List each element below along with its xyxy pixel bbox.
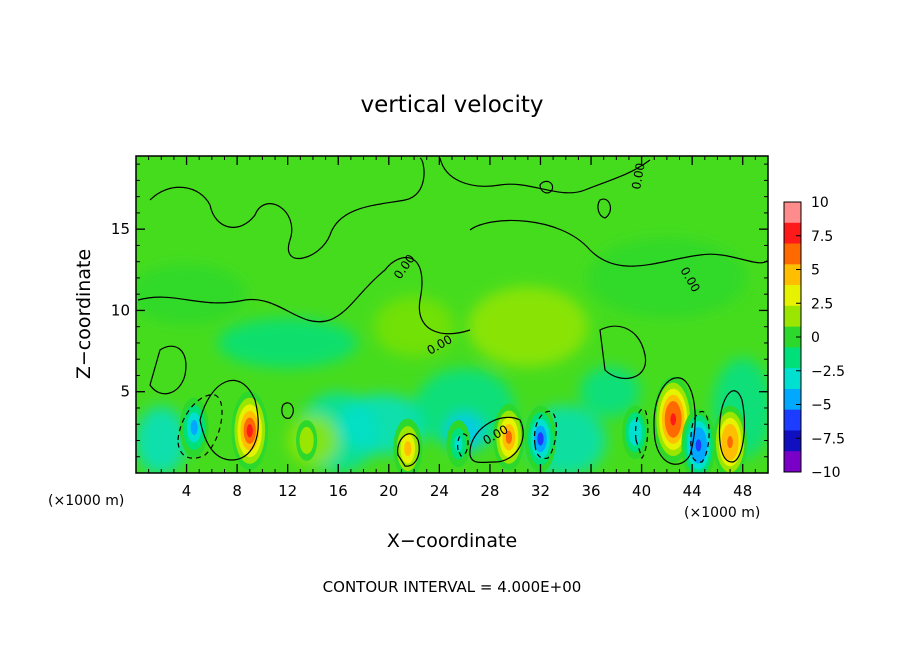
velocity-core bbox=[454, 435, 463, 452]
colorbar-segment bbox=[784, 347, 801, 369]
velocity-core bbox=[404, 441, 412, 457]
x-tick-label: 44 bbox=[683, 482, 702, 500]
contour-line bbox=[281, 402, 294, 419]
colorbar-segment bbox=[784, 222, 801, 245]
colorbar: 10 7.5 5 2.5 0 −2.5 −5 −7.5 −10 bbox=[783, 195, 845, 481]
y-axis: 5 10 15 bbox=[111, 163, 768, 458]
colorbar-tick-label: −10 bbox=[811, 465, 841, 481]
contour-line bbox=[397, 433, 420, 467]
colorbar-segment bbox=[784, 202, 801, 224]
field-blob bbox=[467, 286, 588, 367]
contour-line-negative bbox=[177, 394, 223, 459]
colorbar-tick-label: 2.5 bbox=[811, 296, 833, 312]
x-unit-label-right: (×1000 m) bbox=[684, 505, 760, 521]
colorbar-tick-label: 0 bbox=[811, 330, 820, 346]
x-tick-label: 8 bbox=[232, 482, 242, 500]
colorbar-segment bbox=[784, 451, 801, 473]
colorbar-segment bbox=[784, 243, 801, 265]
colorbar-segment bbox=[784, 409, 801, 431]
x-axis: 4 8 12 16 20 24 28 32 36 40 44 48 bbox=[148, 156, 756, 500]
contour-line bbox=[597, 198, 612, 219]
velocity-core bbox=[670, 413, 677, 426]
colorbar-segment bbox=[784, 264, 801, 286]
contour-line-negative bbox=[457, 433, 469, 457]
y-axis-label: Z−coordinate bbox=[73, 249, 95, 379]
x-tick-label: 40 bbox=[632, 482, 651, 500]
velocity-core bbox=[190, 419, 198, 435]
contour-lines bbox=[137, 157, 768, 467]
contour-line bbox=[539, 180, 554, 194]
velocity-core bbox=[727, 436, 733, 449]
contour-line bbox=[653, 377, 696, 465]
colorbar-segment bbox=[784, 305, 801, 328]
y-tick-label: 5 bbox=[120, 383, 130, 401]
x-tick-label: 28 bbox=[480, 482, 499, 500]
x-axis-label: X−coordinate bbox=[387, 530, 517, 552]
x-tick-label: 16 bbox=[329, 482, 348, 500]
velocity-core bbox=[303, 433, 311, 448]
contour-line bbox=[149, 157, 425, 259]
velocity-core bbox=[505, 430, 513, 444]
velocity-core bbox=[246, 424, 253, 438]
colorbar-tick-label: −2.5 bbox=[811, 364, 845, 380]
contour-value-label: 0.00 bbox=[629, 162, 647, 191]
velocity-core bbox=[537, 432, 544, 446]
velocity-core bbox=[695, 439, 702, 452]
field-blob bbox=[136, 406, 188, 473]
contour-line bbox=[599, 325, 647, 379]
contour-line-negative bbox=[533, 410, 557, 460]
contour-line bbox=[149, 345, 187, 395]
contour-line bbox=[199, 379, 259, 461]
contour-line bbox=[439, 157, 651, 194]
colorbar-tick-label: 5 bbox=[811, 263, 820, 279]
chart-title: vertical velocity bbox=[361, 92, 544, 118]
contour-interval-note: CONTOUR INTERVAL = 4.000E+00 bbox=[323, 578, 582, 596]
velocity-core bbox=[631, 425, 639, 440]
field-blob bbox=[374, 296, 455, 357]
x-tick-label: 36 bbox=[581, 482, 600, 500]
colorbar-segment bbox=[784, 388, 801, 411]
colorbar-tick-label: −5 bbox=[811, 398, 832, 414]
colorbar-segment bbox=[784, 285, 801, 307]
field-blob bbox=[580, 366, 640, 417]
y-tick-label: 10 bbox=[111, 301, 130, 319]
contour-line bbox=[469, 416, 524, 464]
colorbar-tick-label: −7.5 bbox=[811, 431, 845, 447]
colorbar-tick-label: 7.5 bbox=[811, 229, 833, 245]
x-tick-label: 48 bbox=[733, 482, 752, 500]
field-blob bbox=[217, 317, 358, 368]
field-blob bbox=[136, 264, 247, 325]
colorbar-segment bbox=[784, 430, 801, 452]
colorbar-segment bbox=[784, 326, 801, 348]
x-tick-label: 12 bbox=[278, 482, 297, 500]
colorbar-segment bbox=[784, 368, 801, 390]
x-unit-label: (×1000 m) bbox=[48, 493, 124, 509]
colorbar-tick-label: 10 bbox=[811, 195, 829, 211]
plot-area: 0.000.000.000.000.00 bbox=[136, 156, 768, 473]
contour-line-negative bbox=[690, 411, 710, 463]
contour-line bbox=[469, 219, 768, 267]
contour-line bbox=[718, 390, 745, 463]
y-tick-label: 15 bbox=[111, 220, 130, 238]
field-blob bbox=[586, 237, 747, 318]
x-tick-label: 20 bbox=[379, 482, 398, 500]
velocity-cores bbox=[179, 376, 748, 473]
x-tick-label: 32 bbox=[531, 482, 550, 500]
x-tick-label: 24 bbox=[430, 482, 449, 500]
contour-line bbox=[137, 256, 471, 335]
x-tick-label: 4 bbox=[182, 482, 192, 500]
field-blob bbox=[414, 367, 515, 448]
